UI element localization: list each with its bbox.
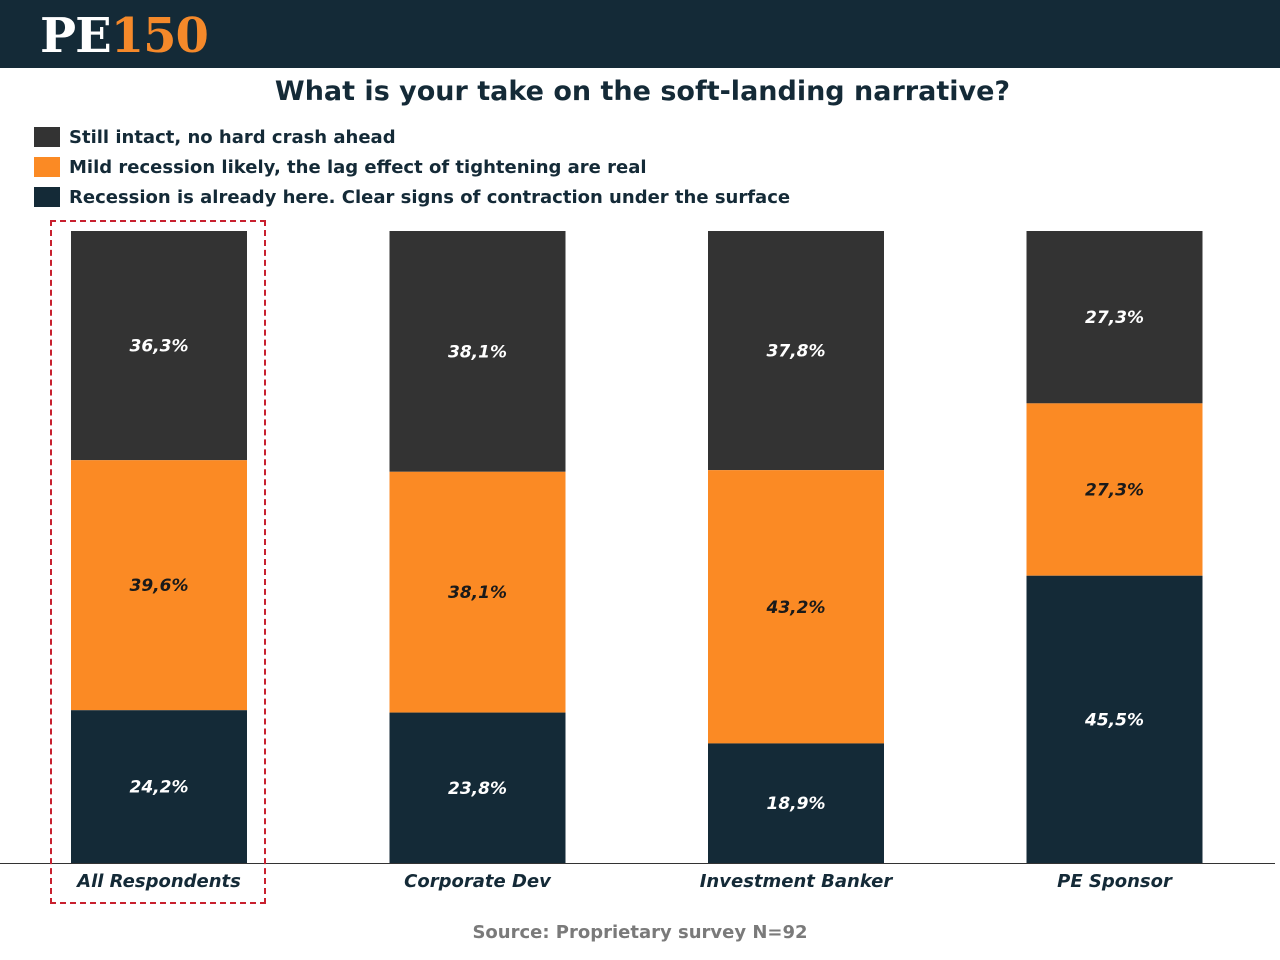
source-note: Source: Proprietary survey N=92 (472, 922, 808, 943)
legend-item-mild-recession: Mild recession likely, the lag effect of… (34, 152, 790, 182)
data-label-0-2: 37,8% (767, 342, 826, 362)
bar-segment-2-3 (1026, 575, 1203, 863)
bar-segment-1-3 (1026, 403, 1203, 576)
logo-number: 150 (110, 8, 209, 64)
legend-swatch-mild-recession (34, 157, 60, 177)
logo-prefix: PE (40, 8, 112, 64)
brand-logo: PE150 (40, 8, 209, 64)
chart-legend: Still intact, no hard crash ahead Mild r… (34, 122, 790, 212)
data-label-1-0: 39,6% (130, 576, 189, 596)
chart-title: What is your take on the soft-landing na… (274, 76, 1011, 107)
bar-segment-2-2 (708, 743, 884, 863)
header-bar: PE150 (0, 0, 1280, 68)
category-label-0: All Respondents (75, 871, 241, 892)
category-label-2: Investment Banker (700, 871, 894, 892)
category-label-1: Corporate Dev (404, 871, 552, 892)
bar-segment-0-2 (708, 231, 884, 471)
bar-segment-2-1 (389, 712, 566, 863)
data-label-2-0: 24,2% (130, 778, 189, 798)
data-label-2-1: 23,8% (448, 779, 507, 799)
bar-segment-1-0 (71, 460, 247, 711)
bar-segment-2-0 (71, 710, 247, 863)
legend-label-intact: Still intact, no hard crash ahead (69, 126, 396, 148)
legend-item-recession-here: Recession is already here. Clear signs o… (34, 182, 790, 212)
data-label-1-3: 27,3% (1085, 481, 1144, 501)
data-label-0-0: 36,3% (130, 337, 189, 357)
bar-segment-1-1 (389, 471, 566, 713)
legend-swatch-recession-here (34, 187, 60, 207)
legend-swatch-intact (34, 127, 60, 147)
bar-segment-0-1 (389, 231, 566, 472)
data-label-2-2: 18,9% (767, 794, 826, 814)
legend-label-recession-here: Recession is already here. Clear signs o… (69, 186, 791, 208)
bar-segment-1-2 (708, 470, 884, 744)
category-label-3: PE Sponsor (1057, 871, 1173, 892)
data-label-1-1: 38,1% (448, 583, 507, 603)
legend-label-mild-recession: Mild recession likely, the lag effect of… (69, 156, 647, 178)
data-label-2-3: 45,5% (1084, 710, 1144, 730)
data-label-0-1: 38,1% (448, 342, 507, 362)
data-label-1-2: 43,2% (766, 598, 826, 618)
bar-segment-0-0 (71, 231, 247, 461)
data-label-0-3: 27,3% (1085, 308, 1144, 328)
bar-segment-0-3 (1026, 231, 1203, 404)
highlight-box-all-respondents (50, 220, 266, 904)
legend-item-intact: Still intact, no hard crash ahead (34, 122, 790, 152)
